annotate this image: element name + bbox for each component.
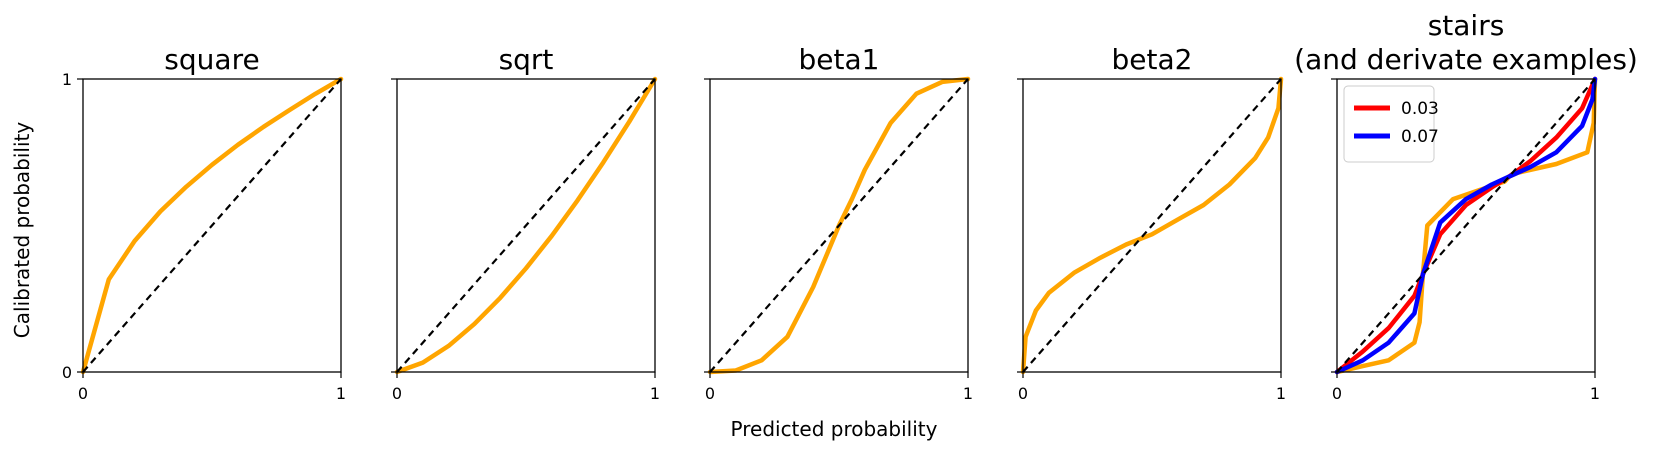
legend-box <box>1343 85 1435 163</box>
calibration-curve <box>1020 76 1284 375</box>
diagonal-reference-line <box>396 78 656 373</box>
x-tick-label: 1 <box>963 384 973 403</box>
calibration-curve <box>707 76 971 375</box>
x-tick-label: 0 <box>78 384 88 403</box>
panel-0: square 0 1 0 1 <box>62 43 346 403</box>
panel-2: beta1 0 1 <box>704 43 973 403</box>
plot-frame <box>396 78 656 373</box>
panel-title: beta2 <box>1112 43 1193 76</box>
x-tick-label: 0 <box>1332 384 1342 403</box>
x-axis-label: Predicted probability <box>731 417 938 441</box>
diagonal-reference-line <box>709 78 969 373</box>
panel-4: stairs(and derivate examples) 0 1 0.03 0.07 <box>1294 9 1638 403</box>
calibration-curve <box>80 76 344 375</box>
panel-title: square <box>164 43 259 76</box>
panel-3: beta2 0 1 <box>1017 43 1286 403</box>
diagonal-reference-line <box>1022 78 1282 373</box>
x-tick-label: 0 <box>1018 384 1028 403</box>
panel-title: beta1 <box>799 43 880 76</box>
diagonal-reference-line <box>82 78 342 373</box>
calibration-curve <box>394 76 658 375</box>
panel-1: sqrt 0 1 <box>391 43 660 403</box>
panel-title: stairs <box>1428 9 1505 42</box>
plot-frame <box>1336 78 1596 373</box>
y-axis-label: Calibrated probability <box>10 122 34 339</box>
plot-frame <box>82 78 342 373</box>
panel-title: sqrt <box>499 43 554 76</box>
x-tick-label: 1 <box>1590 384 1600 403</box>
x-tick-label: 1 <box>1276 384 1286 403</box>
diagonal-reference-line <box>1336 78 1596 373</box>
x-tick-label: 0 <box>392 384 402 403</box>
series-line-0.07 <box>1334 76 1598 375</box>
legend-label: 0.03 <box>1401 99 1439 119</box>
calibration-curve <box>1334 76 1598 375</box>
panel-title: (and derivate examples) <box>1294 43 1638 76</box>
x-tick-label: 1 <box>650 384 660 403</box>
x-tick-label: 0 <box>705 384 715 403</box>
x-tick-label: 1 <box>336 384 346 403</box>
legend-label: 0.07 <box>1401 127 1439 147</box>
plot-frame <box>709 78 969 373</box>
plot-frame <box>1022 78 1282 373</box>
series-line-0.03 <box>1334 76 1598 375</box>
y-tick-label: 0 <box>62 363 72 382</box>
y-tick-label: 1 <box>62 70 72 89</box>
